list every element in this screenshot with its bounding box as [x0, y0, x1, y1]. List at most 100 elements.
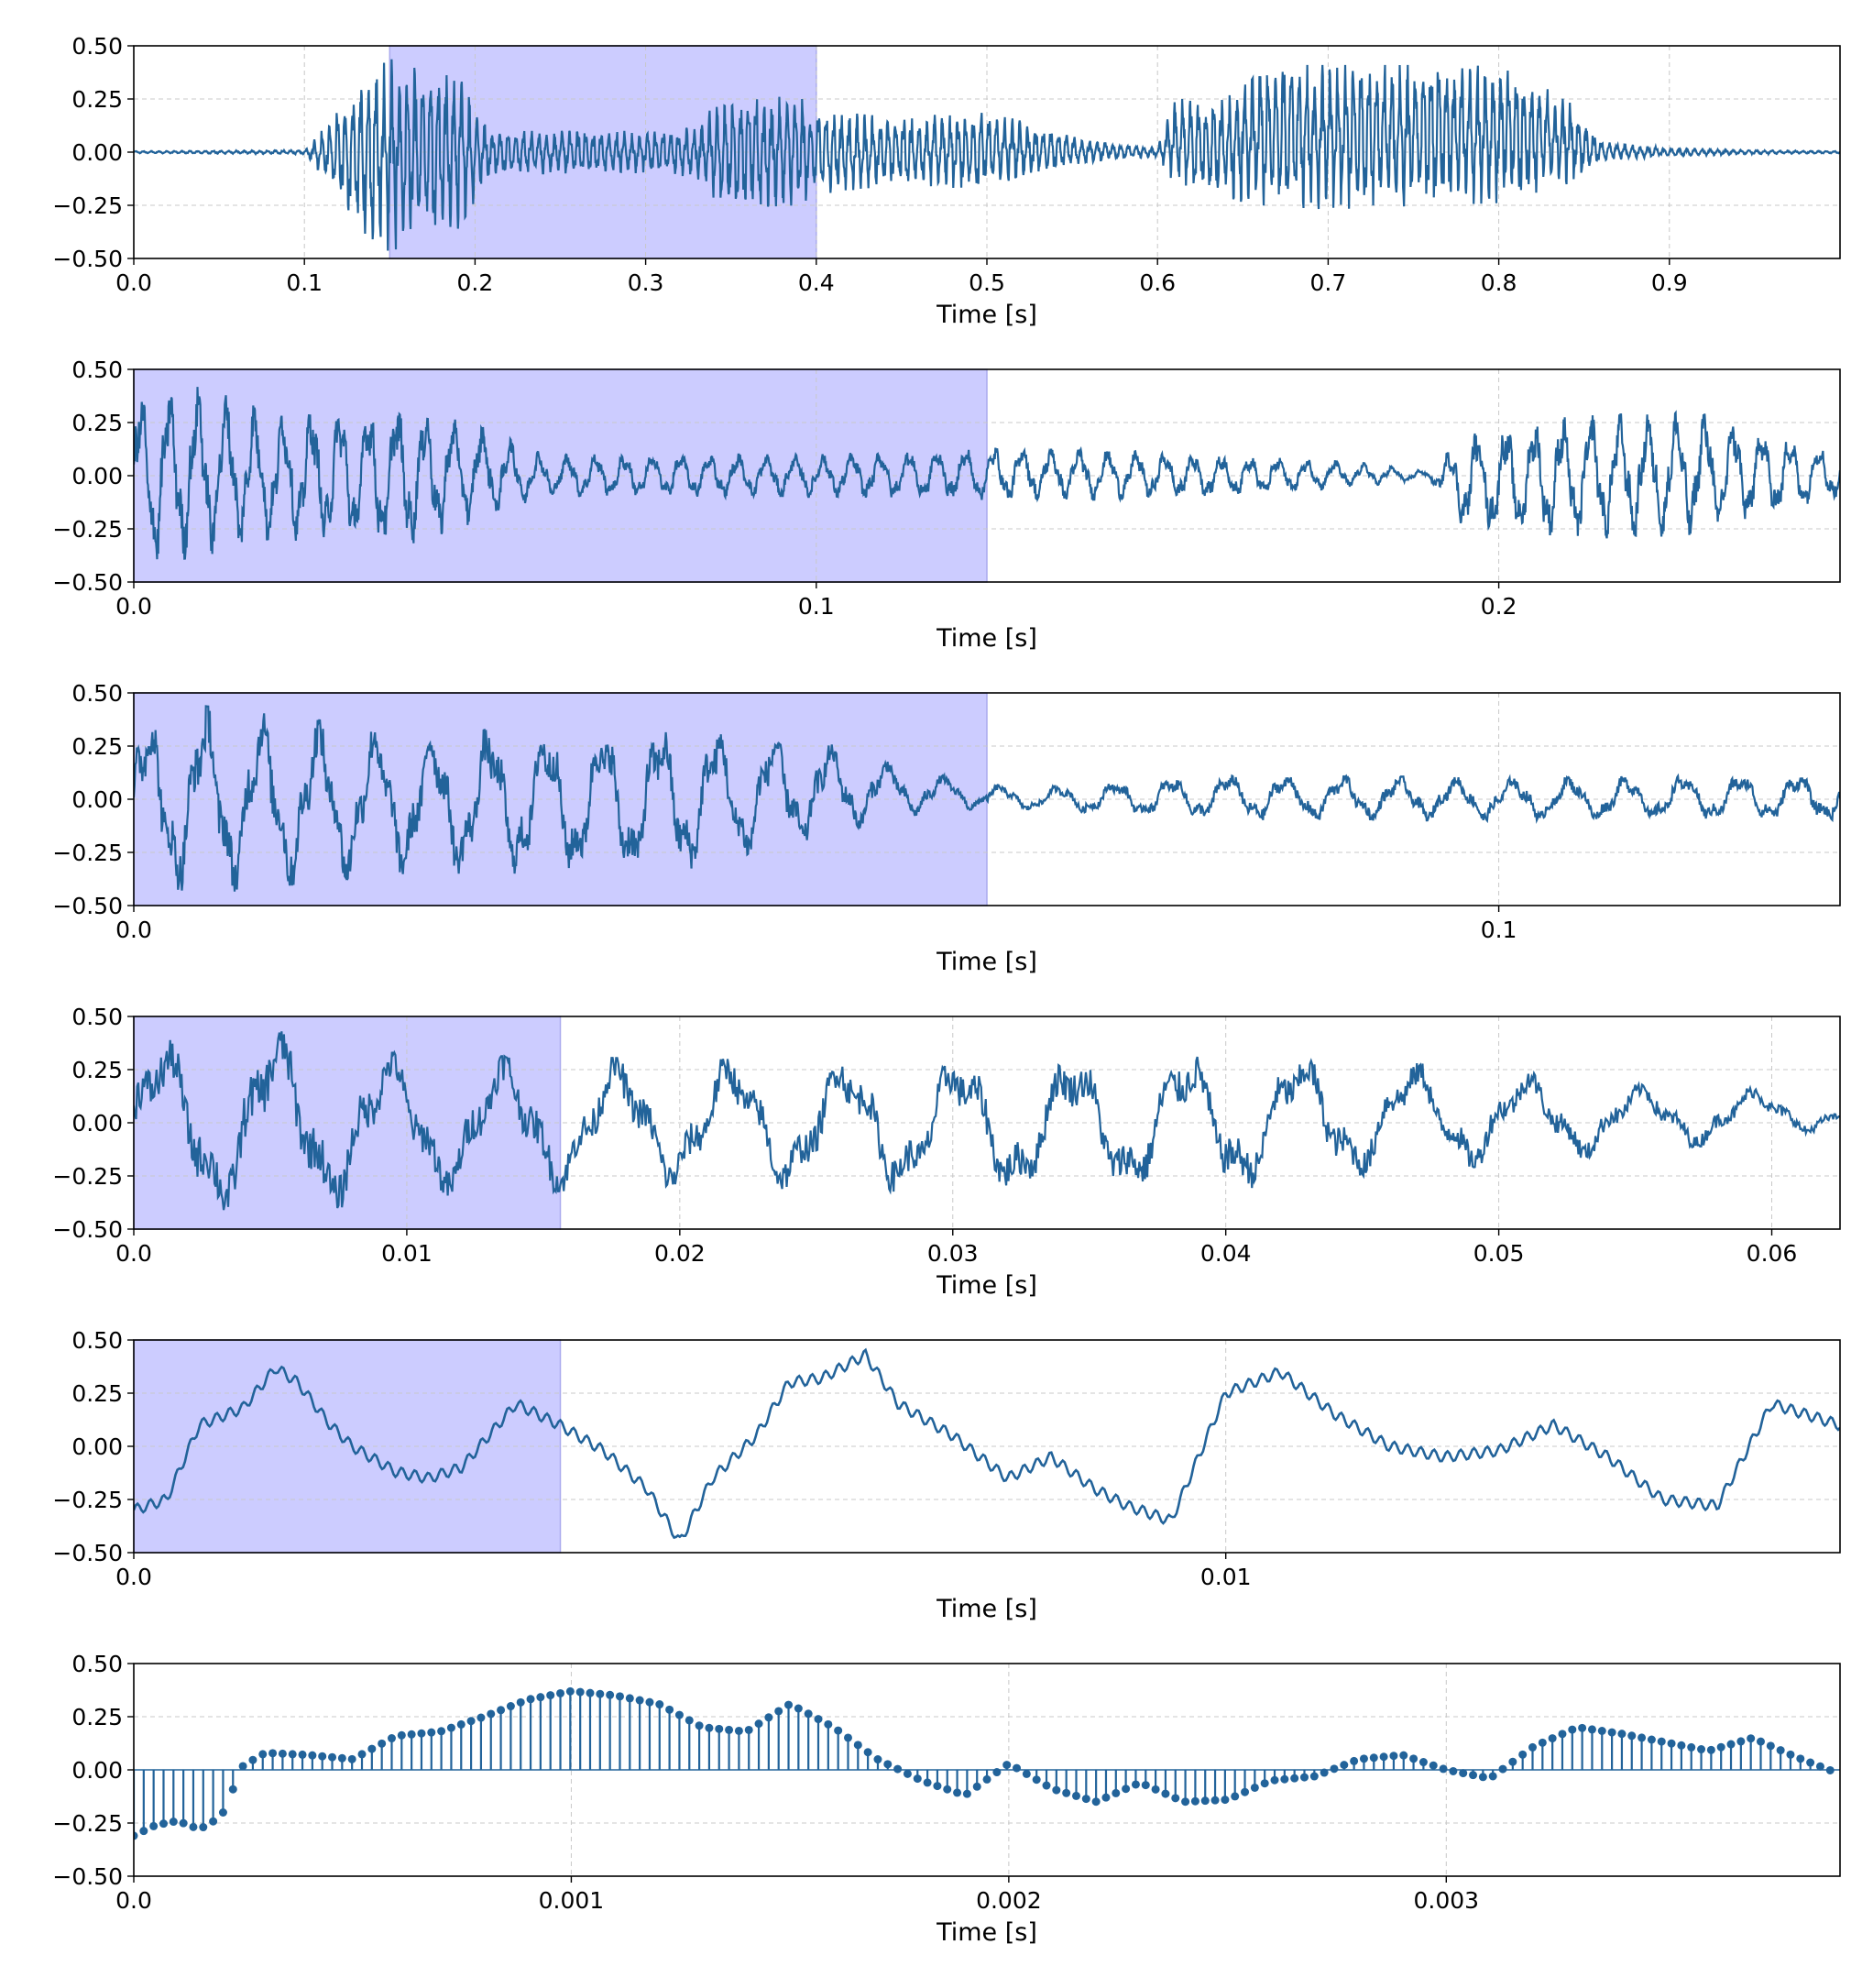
- subplot-1: 0.0 0.1 0.2 0.3 0.4 0.5 0.6 0.7 0.8 0.9 −0.50 −0.25…: [52, 33, 1841, 329]
- stem-marker: [913, 1774, 922, 1784]
- y-tick-label: 0.25: [71, 1057, 123, 1083]
- stem-marker: [1597, 1726, 1606, 1735]
- stem-marker: [764, 1713, 773, 1722]
- y-tick-label: −0.25: [52, 840, 123, 866]
- y-tick-label: −0.25: [52, 1487, 123, 1513]
- stem-marker: [834, 1726, 843, 1735]
- x-tick-label: 0.9: [1651, 269, 1688, 296]
- stem-marker: [497, 1706, 506, 1715]
- x-tick-label: 0.0: [115, 593, 152, 620]
- stem-marker: [228, 1785, 237, 1794]
- stem-marker: [685, 1716, 694, 1725]
- stem-marker: [1578, 1723, 1587, 1732]
- stem-marker: [1112, 1788, 1121, 1797]
- stem-marker: [1607, 1728, 1616, 1737]
- stem-marker: [337, 1753, 346, 1763]
- stem-marker: [1736, 1737, 1746, 1746]
- stem-marker: [744, 1725, 753, 1734]
- stem-marker: [1181, 1797, 1190, 1807]
- stem-marker: [883, 1760, 893, 1769]
- stem-marker: [1299, 1773, 1309, 1782]
- stem-marker: [487, 1709, 496, 1719]
- x-tick-label: 0.8: [1481, 269, 1517, 296]
- stem-marker: [209, 1817, 218, 1826]
- stem-marker: [1638, 1733, 1647, 1742]
- stem-marker: [1052, 1785, 1061, 1795]
- x-tick-label: 0.2: [1481, 593, 1517, 620]
- stem-marker: [1151, 1785, 1160, 1794]
- stem-marker: [298, 1750, 307, 1759]
- x-tick-label: 0.0: [115, 1887, 152, 1914]
- stem-marker: [238, 1762, 247, 1771]
- stem-marker: [199, 1823, 208, 1832]
- x-tick-label: 0.03: [927, 1240, 979, 1267]
- stem-marker: [1558, 1730, 1567, 1739]
- stem-marker: [1260, 1779, 1269, 1788]
- stem-marker: [1389, 1752, 1398, 1761]
- stem-marker: [1340, 1761, 1349, 1770]
- subplot-4: 0.0 0.01 0.02 0.03 0.04 0.05 0.06 −0.50 −0.25 0.0…: [52, 1004, 1841, 1300]
- stem-marker: [546, 1691, 555, 1700]
- stem-marker: [258, 1750, 268, 1759]
- stem-marker: [615, 1692, 624, 1701]
- stem-marker: [378, 1739, 387, 1748]
- stem-marker: [606, 1690, 615, 1699]
- stem-marker: [853, 1741, 862, 1750]
- stem-marker: [1171, 1794, 1180, 1803]
- stem-marker: [1399, 1751, 1408, 1760]
- x-axis-label: Time [s]: [936, 301, 1037, 329]
- subplot-2: 0.0 0.1 0.2 −0.50 −0.25 0.00 0.25 0.50 Time [s]: [52, 357, 1841, 653]
- y-tick-label: −0.50: [52, 1540, 123, 1566]
- stem-marker: [1488, 1772, 1497, 1781]
- stem-marker: [1508, 1757, 1517, 1766]
- stem-marker: [1200, 1796, 1210, 1806]
- stem-marker: [437, 1727, 446, 1736]
- stem-marker: [1062, 1788, 1071, 1797]
- stem-marker: [903, 1769, 912, 1778]
- stem-marker: [536, 1693, 545, 1702]
- stem-marker: [1647, 1735, 1656, 1744]
- stem-marker: [715, 1724, 724, 1733]
- x-tick-label: 0.0: [115, 917, 152, 943]
- stem-marker: [1756, 1737, 1765, 1746]
- stem-marker: [1815, 1762, 1824, 1771]
- stem-marker: [159, 1819, 168, 1829]
- stem-marker: [1350, 1756, 1359, 1765]
- y-tick-label: −0.50: [52, 893, 123, 919]
- waveform-line: [134, 1347, 1840, 1540]
- stem-marker: [1122, 1785, 1131, 1794]
- stem-marker: [308, 1751, 317, 1760]
- stem-marker: [655, 1700, 664, 1709]
- stem-marker: [288, 1750, 297, 1759]
- stem-marker: [635, 1696, 644, 1705]
- stem-marker: [1627, 1731, 1637, 1741]
- highlight-region: [133, 1016, 562, 1230]
- stem-marker: [665, 1705, 674, 1714]
- x-tick-label: 0.06: [1747, 1240, 1798, 1267]
- stem-marker: [1449, 1766, 1458, 1775]
- stem-marker: [506, 1702, 515, 1711]
- x-tick-label: 0.7: [1310, 269, 1347, 296]
- stem-marker: [1617, 1730, 1627, 1739]
- stem-marker: [318, 1752, 327, 1761]
- stem-marker: [1131, 1780, 1140, 1789]
- stem-marker: [1548, 1734, 1557, 1743]
- stem-marker: [625, 1694, 634, 1703]
- stem-marker: [705, 1723, 714, 1732]
- stem-marker: [863, 1748, 872, 1757]
- stem-marker: [427, 1728, 436, 1737]
- y-tick-label: −0.50: [52, 569, 123, 596]
- y-tick-label: 0.00: [71, 1110, 123, 1137]
- stem-marker: [1587, 1725, 1596, 1734]
- y-tick-label: 0.50: [71, 1651, 123, 1677]
- stem-marker: [575, 1687, 585, 1697]
- y-tick-label: 0.00: [71, 463, 123, 489]
- stem-marker: [1190, 1796, 1199, 1806]
- stem-marker: [1518, 1750, 1528, 1759]
- y-tick-label: 0.00: [71, 1433, 123, 1460]
- x-axis-label: Time [s]: [936, 948, 1037, 976]
- stem-marker: [1210, 1796, 1220, 1805]
- x-axis-label: Time [s]: [936, 624, 1037, 653]
- stem-marker: [1697, 1745, 1706, 1754]
- stem-marker: [1161, 1789, 1170, 1798]
